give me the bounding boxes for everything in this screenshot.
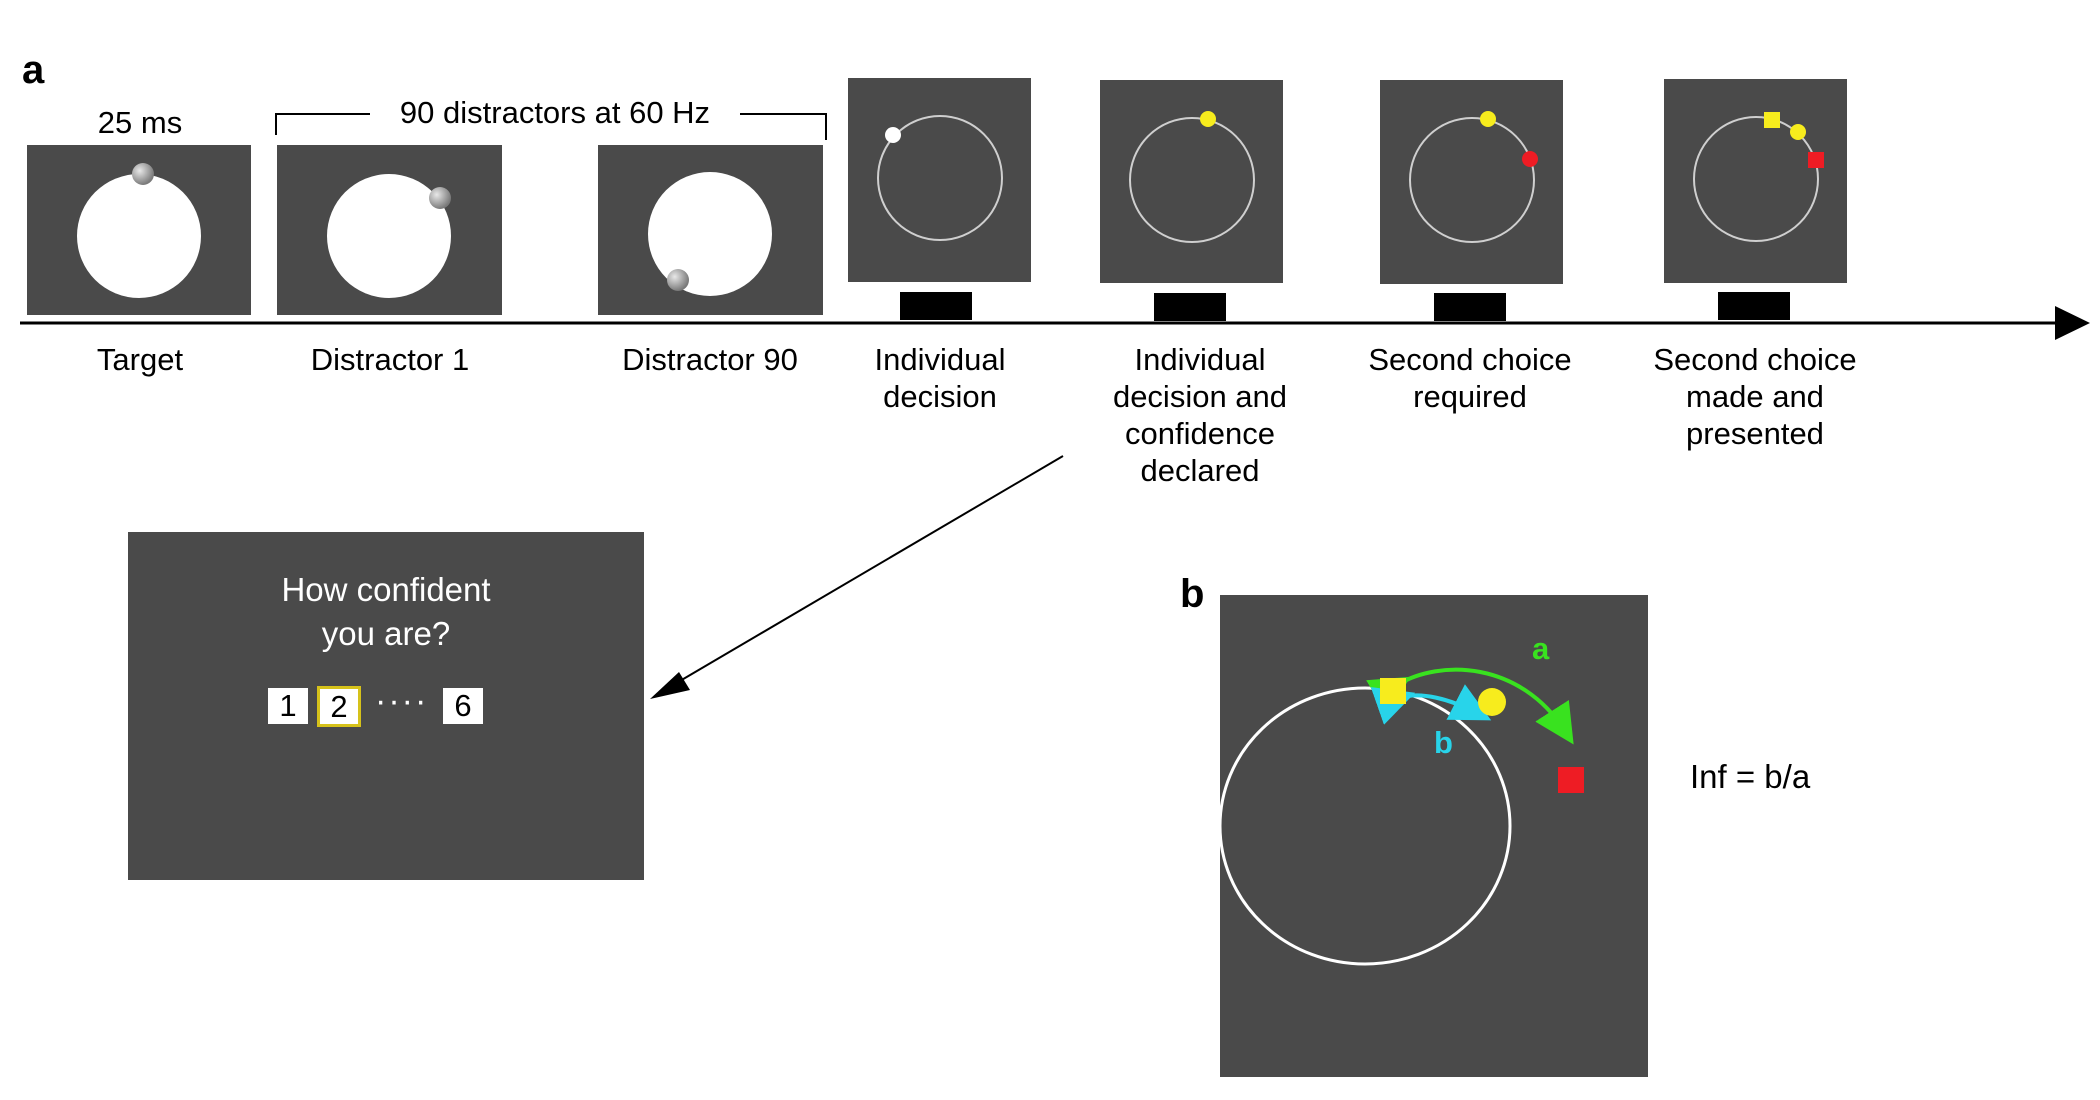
stage-label-line: declared xyxy=(1140,453,1260,488)
stage-label-line: Second choice xyxy=(1368,342,1572,377)
confidence-stimulus xyxy=(1129,111,1255,243)
rating-option-6[interactable]: 6 xyxy=(443,688,483,724)
arc-b-label: b xyxy=(1434,725,1453,760)
panel-b-diagram xyxy=(1218,667,1584,966)
second-required-stimulus xyxy=(1409,111,1538,243)
distractor90-screen xyxy=(598,145,823,315)
individual-decision-stand xyxy=(900,292,972,320)
panel-label-a: a xyxy=(22,48,45,92)
stage-label-confidence: Individual decision and confidence decla… xyxy=(1080,341,1320,489)
stage-label-target: Target xyxy=(96,342,184,377)
stage-label-line: decision xyxy=(883,379,997,414)
panel-b-screen: a b xyxy=(1218,595,1648,1077)
stage-label-line: Individual xyxy=(874,342,1006,377)
individual-decision-stimulus xyxy=(877,115,1003,241)
rating-option-1[interactable]: 1 xyxy=(268,688,308,724)
distractors-label: 90 distractors at 60 Hz xyxy=(399,95,711,130)
stage-label-line: Individual xyxy=(1134,342,1266,377)
target-stimulus xyxy=(77,163,201,298)
panel-label-b: b xyxy=(1180,572,1205,616)
stage-label-second-made: Second choice made and presented xyxy=(1630,341,1880,452)
stage-label-individual: Individual decision xyxy=(840,341,1040,415)
stage-label-line: decision and xyxy=(1112,379,1288,414)
duration-label: 25 ms xyxy=(97,105,183,140)
distractor90-stimulus xyxy=(648,172,772,296)
arc-a-label: a xyxy=(1532,631,1550,666)
individual-decision-screen xyxy=(848,78,1031,282)
stage-label-line: presented xyxy=(1686,416,1824,451)
second-required-stand xyxy=(1434,293,1506,321)
confidence-rating-screen: How confident you are? 1 2 ···· 6 xyxy=(128,532,644,880)
formula-label: Inf = b/a xyxy=(1690,758,1811,795)
confidence-screen-thumb xyxy=(1100,80,1283,283)
second-made-stimulus xyxy=(1693,112,1824,242)
second-made-stand xyxy=(1718,292,1790,320)
stage-label-line: made and xyxy=(1686,379,1824,414)
confidence-question-line: you are? xyxy=(321,615,451,652)
confidence-question-line: How confident xyxy=(281,571,491,608)
confidence-stand xyxy=(1154,293,1226,321)
distractor1-stimulus xyxy=(327,174,451,298)
second-choice-made-screen xyxy=(1664,79,1847,283)
distractor1-screen xyxy=(277,145,502,315)
stage-label-line: Second choice xyxy=(1653,342,1857,377)
target-screen xyxy=(27,145,251,315)
stage-label-line: confidence xyxy=(1125,416,1275,451)
stage-label-distractor90: Distractor 90 xyxy=(622,342,798,377)
stage-label-distractor1: Distractor 1 xyxy=(310,342,470,377)
confidence-question: How confident you are? xyxy=(128,568,644,656)
rating-ellipsis: ···· xyxy=(375,682,429,720)
rating-option-selected[interactable]: 2 xyxy=(317,686,361,727)
stage-label-line: required xyxy=(1413,379,1527,414)
second-choice-required-screen xyxy=(1380,80,1563,284)
stage-label-second-required: Second choice required xyxy=(1345,341,1595,415)
